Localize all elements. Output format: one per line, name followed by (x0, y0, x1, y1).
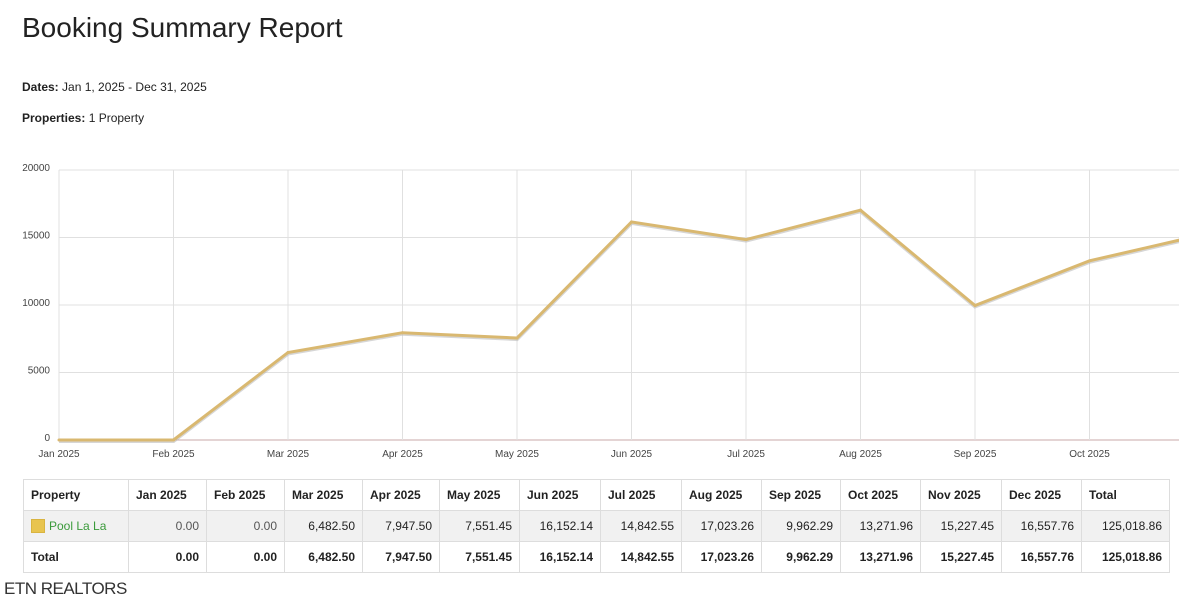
column-header[interactable]: Dec 2025 (1001, 479, 1082, 511)
x-tick-label: May 2025 (495, 449, 539, 460)
series-line-shadow (59, 208, 1179, 443)
x-tick-label: Oct 2025 (1069, 449, 1110, 460)
x-tick-label: Aug 2025 (839, 449, 882, 460)
value-cell: 9,962.29 (761, 510, 841, 542)
total-cell: 16,152.14 (519, 541, 601, 573)
value-cell: 125,018.86 (1081, 510, 1170, 542)
series-line-pool-la-la (59, 208, 1179, 442)
x-tick-label: Sep 2025 (954, 449, 997, 460)
value-cell: 0.00 (128, 510, 207, 542)
booking-line-chart: 0 5000 10000 15000 20000 Jan 2025 Feb 2025 Mar … (22, 163, 1179, 460)
data-point (1088, 259, 1091, 263)
y-tick-label: 15000 (22, 231, 50, 242)
total-label: Total (23, 541, 129, 573)
property-cell: Pool La La (23, 510, 129, 542)
column-header[interactable]: Feb 2025 (206, 479, 285, 511)
total-cell: 7,947.50 (362, 541, 440, 573)
data-point (286, 350, 290, 354)
x-tick-label: Jun 2025 (611, 449, 653, 460)
property-link[interactable]: Pool La La (49, 518, 107, 533)
column-header[interactable]: Jan 2025 (128, 479, 207, 511)
column-header[interactable]: Mar 2025 (284, 479, 363, 511)
booking-table: Property Jan 2025 Feb 2025 Mar 2025 Apr 2025… (23, 479, 1170, 573)
column-header[interactable]: Nov 2025 (920, 479, 1002, 511)
data-point (515, 336, 519, 340)
total-cell: 9,962.29 (761, 541, 841, 573)
total-cell: 15,227.45 (920, 541, 1002, 573)
column-header[interactable]: Oct 2025 (840, 479, 921, 511)
properties-value: 1 Property (88, 111, 145, 125)
y-tick-label: 5000 (28, 366, 51, 377)
data-point (172, 438, 175, 442)
dates-label: Dates: (22, 80, 59, 94)
data-point (630, 220, 633, 224)
column-header[interactable]: Jul 2025 (600, 479, 682, 511)
value-cell: 7,551.45 (439, 510, 520, 542)
value-cell: 13,271.96 (840, 510, 921, 542)
value-cell: 16,152.14 (519, 510, 601, 542)
properties-info: Properties: 1 Property (22, 111, 144, 125)
x-tick-label: Jan 2025 (38, 449, 80, 460)
data-point (973, 304, 977, 308)
value-cell: 15,227.45 (920, 510, 1002, 542)
watermark: ETN REALTORS (4, 579, 127, 598)
data-point (57, 438, 61, 442)
value-cell: 16,557.76 (1001, 510, 1082, 542)
value-cell: 14,842.55 (600, 510, 682, 542)
column-header[interactable]: Sep 2025 (761, 479, 841, 511)
column-header[interactable]: May 2025 (439, 479, 520, 511)
total-cell: 0.00 (128, 541, 207, 573)
page-title: Booking Summary Report (22, 12, 343, 43)
data-point (401, 331, 404, 335)
dates-info: Dates: Jan 1, 2025 - Dec 31, 2025 (22, 80, 207, 94)
data-point (744, 238, 748, 242)
total-cell: 17,023.26 (681, 541, 762, 573)
total-cell: 6,482.50 (284, 541, 363, 573)
y-tick-label: 20000 (22, 163, 50, 174)
header-row: Property Jan 2025 Feb 2025 Mar 2025 Apr 2025… (23, 479, 1170, 511)
total-cell: 14,842.55 (600, 541, 682, 573)
series-color-swatch (31, 519, 45, 534)
x-tick-label: Feb 2025 (152, 449, 195, 460)
value-cell: 0.00 (206, 510, 285, 542)
column-header[interactable]: Apr 2025 (362, 479, 440, 511)
column-header[interactable]: Aug 2025 (681, 479, 762, 511)
properties-label: Properties: (22, 111, 86, 125)
total-cell: 16,557.76 (1001, 541, 1082, 573)
y-tick-label: 10000 (22, 298, 50, 309)
x-tick-label: Jul 2025 (727, 449, 765, 460)
value-cell: 17,023.26 (681, 510, 762, 542)
total-cell: 125,018.86 (1081, 541, 1170, 573)
column-header[interactable]: Total (1081, 479, 1170, 511)
total-cell: 7,551.45 (439, 541, 520, 573)
total-cell: 13,271.96 (840, 541, 921, 573)
total-row: Total 0.00 0.00 6,482.50 7,947.50 7,551.45 16,… (23, 541, 1170, 573)
data-point (859, 208, 862, 212)
column-header[interactable]: Property (23, 479, 129, 511)
x-tick-label: Apr 2025 (382, 449, 423, 460)
table-row: Pool La La 0.00 0.00 6,482.50 7,947.50 7,551.… (23, 510, 1170, 542)
column-header[interactable]: Jun 2025 (519, 479, 601, 511)
value-cell: 6,482.50 (284, 510, 363, 542)
total-cell: 0.00 (206, 541, 285, 573)
x-tick-label: Mar 2025 (267, 449, 310, 460)
value-cell: 7,947.50 (362, 510, 440, 542)
dates-value: Jan 1, 2025 - Dec 31, 2025 (62, 80, 207, 94)
y-tick-label: 0 (44, 433, 50, 444)
